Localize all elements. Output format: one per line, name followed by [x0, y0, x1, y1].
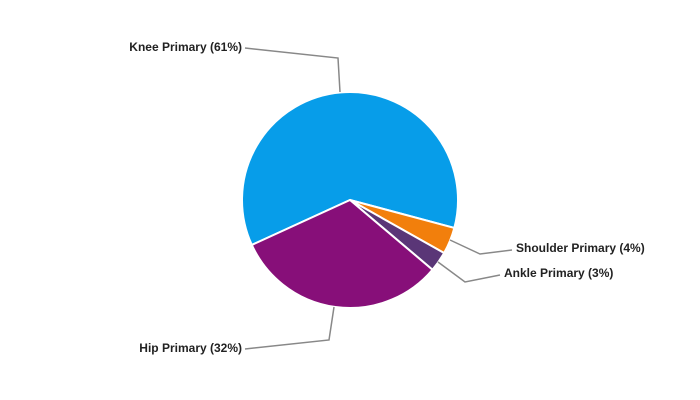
slice-label: Knee Primary (61%): [129, 40, 242, 54]
leader-line: [437, 261, 501, 283]
leader-line: [244, 47, 341, 93]
leader-line: [449, 239, 513, 255]
slice-label: Hip Primary (32%): [139, 341, 242, 355]
leader-line: [244, 306, 335, 350]
pie-slice: [241, 91, 459, 247]
slice-label: Ankle Primary (3%): [504, 266, 613, 280]
pie-slice: [250, 198, 434, 309]
slice-label: Shoulder Primary (4%): [516, 241, 645, 255]
